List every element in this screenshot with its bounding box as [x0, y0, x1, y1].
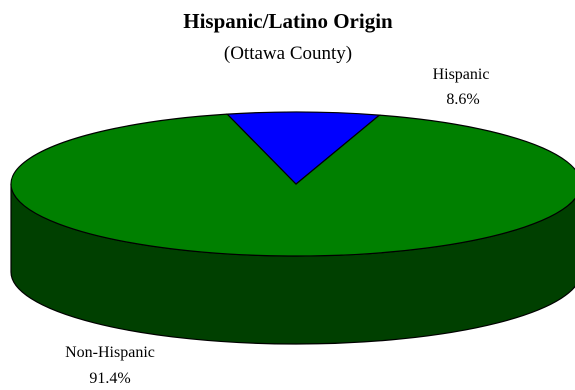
pie-group	[10, 111, 575, 345]
slice-value-hispanic: 8.6%	[446, 91, 479, 108]
slice-label-hispanic: Hispanic	[433, 66, 490, 83]
pie-slice-hispanic	[225, 111, 381, 185]
slice-value-non-hispanic: 91.4%	[89, 370, 130, 387]
chart-subtitle: (Ottawa County)	[224, 43, 352, 64]
chart-title: Hispanic/Latino Origin	[183, 9, 393, 33]
pie-slice-non-hispanic	[10, 113, 575, 257]
slice-label-non-hispanic: Non-Hispanic	[65, 344, 155, 361]
